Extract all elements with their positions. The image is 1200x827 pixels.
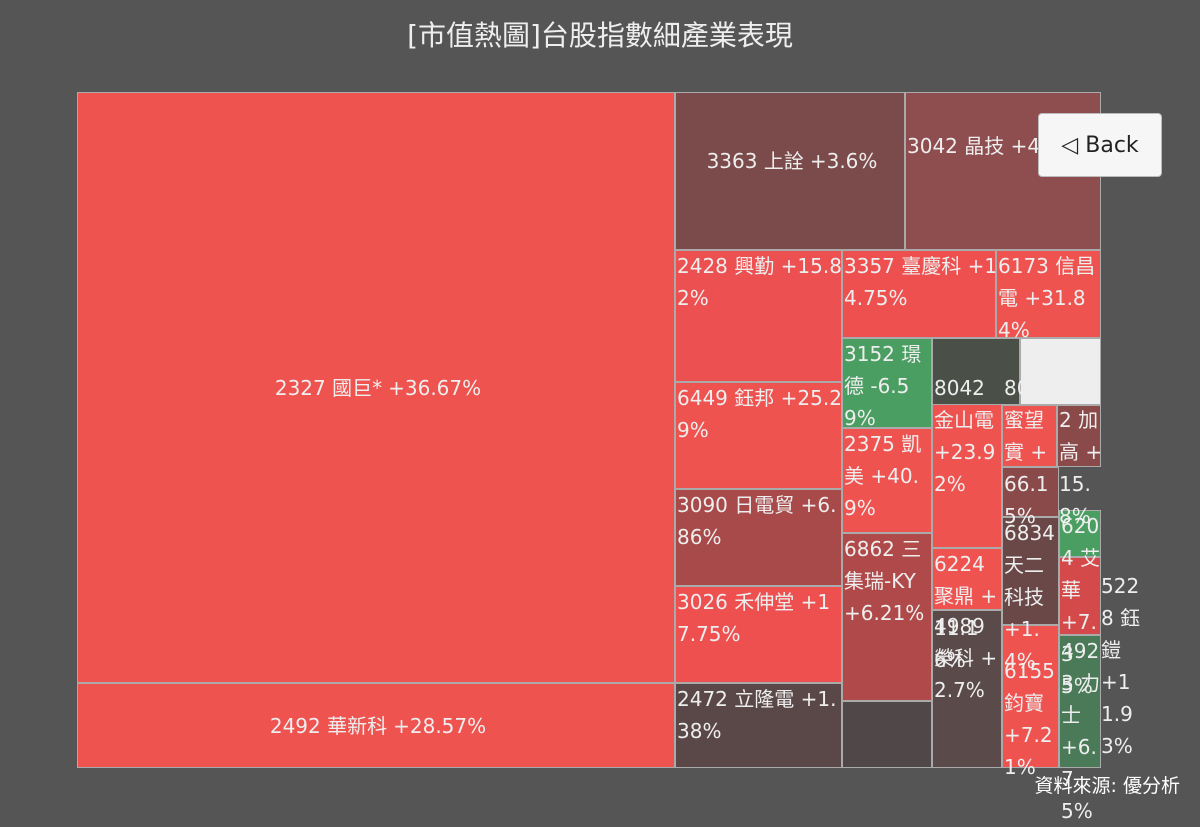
tile-bg — [842, 701, 932, 768]
tile-change: +1.4% — [1004, 617, 1040, 673]
tile-bg — [1020, 338, 1101, 405]
tile-label: 6449 鈺邦 +25.29% — [675, 382, 844, 446]
tile-change: +66.15% — [1004, 440, 1049, 528]
tile-change: +25.29% — [677, 386, 842, 442]
tile-name: 2492 華新科 — [269, 713, 388, 738]
tile-label: 4923 力士 +6.75% — [1059, 635, 1103, 827]
tile — [932, 610, 1002, 768]
tile — [1059, 510, 1101, 557]
tile — [1059, 557, 1101, 635]
tile-label: 5228 鈺鎧 +11.93% — [1099, 570, 1143, 762]
tile-label: 8042 金山電 +23.92% — [932, 372, 1004, 500]
tile-label: 8043 蜜望實 +66.15% — [1002, 372, 1059, 532]
tile-change: +1.38% — [677, 687, 837, 743]
tile-change: +15.8% — [1059, 440, 1103, 528]
tile-change: +14.75% — [844, 254, 998, 310]
tile-bg — [932, 338, 1020, 405]
tile-name: 3363 上詮 — [706, 149, 804, 173]
tile-label: 6224 聚鼎 +11.16% — [932, 548, 1004, 676]
tile-change: +17.75% — [677, 590, 831, 646]
tile-change: +40.9% — [844, 464, 919, 520]
tile-name: 2327 國巨* — [274, 375, 383, 400]
tile-name: 6862 三集瑞-KY — [844, 537, 922, 593]
tile — [77, 683, 675, 768]
tile-label: 3357 臺慶科 +14.75% — [842, 250, 998, 314]
tile-label: 2492 華新科 +28.57% — [77, 683, 677, 768]
tile-name: 2375 凱美 — [844, 432, 922, 488]
tile — [675, 92, 905, 250]
tile-change: +11.93% — [1101, 670, 1133, 758]
tile — [77, 92, 675, 683]
tile-change: -6.59% — [844, 374, 910, 430]
tile — [675, 586, 842, 683]
tile-name: 2428 興勤 — [677, 254, 775, 278]
tile-name: 6155 鈞寶 — [1004, 659, 1055, 715]
page: [市值熱圖]台股指數細產業表現 2327 國巨* +36.67% 2492 華新科… — [77, 19, 1180, 823]
tile-label: 3090 日電貿 +6.86% — [675, 489, 844, 553]
tile-name: 3357 臺慶科 — [844, 254, 962, 278]
tile-name: 5228 鈺鎧 — [1101, 574, 1141, 662]
tile — [996, 250, 1101, 338]
tile — [675, 250, 842, 382]
tile-name: 2472 立隆電 — [677, 687, 795, 711]
tile — [1002, 625, 1059, 768]
tile — [842, 533, 932, 701]
tile-change: +36.67% — [388, 375, 482, 400]
tile-name: 4989 榮科 — [934, 614, 985, 670]
chart-title: [市值熱圖]台股指數細產業表現 — [407, 19, 793, 52]
tile-label: 3363 上詮 +3.6% — [675, 145, 907, 177]
tile-change: +28.57% — [393, 713, 487, 738]
tile-label: 6862 三集瑞-KY +6.21% — [842, 533, 934, 629]
tile — [1002, 405, 1057, 467]
tile-label: 6155 鈞寶 +7.21% — [1002, 655, 1061, 783]
tile — [675, 683, 842, 768]
tile-label: 2375 凱美 +40.9% — [842, 428, 934, 524]
tile-change: +15.82% — [677, 254, 842, 310]
tile-name: 3026 禾伸堂 — [677, 590, 795, 614]
tile-name: 3042 晶技 — [907, 134, 1005, 158]
tile — [1057, 405, 1101, 467]
tile-name: 3090 日電貿 — [677, 493, 795, 517]
tile-change: +7.21% — [1004, 723, 1053, 779]
tile-label: 3152 璟德 -6.59% — [842, 338, 934, 434]
tile-name: 6449 鈺邦 — [677, 386, 775, 410]
tile-bg — [1002, 467, 1059, 517]
tile — [842, 250, 996, 338]
tile-label: 6834 天二科技 +1.4% — [1002, 517, 1061, 677]
tile-change: +6.21% — [844, 601, 925, 625]
tile-label: 2428 興勤 +15.82% — [675, 250, 844, 314]
tile-change: +6.86% — [677, 493, 837, 549]
source-note: 資料來源: 優分析 — [1034, 775, 1180, 797]
tile — [842, 338, 932, 428]
tile — [932, 548, 1002, 610]
tile — [842, 428, 932, 533]
tile — [675, 382, 842, 489]
tile — [1059, 635, 1101, 768]
tile-name: 8182 加高 — [1059, 376, 1099, 464]
back-button[interactable]: ◁ Back — [1038, 113, 1162, 177]
tile-change: +3.6% — [809, 149, 878, 173]
tile — [675, 489, 842, 586]
tile-label: 6204 艾華 +7.35% — [1059, 510, 1103, 702]
tile-name: 6224 聚鼎 — [934, 552, 985, 608]
tile-label: 6173 信昌電 +31.84% — [996, 250, 1103, 346]
tile-label: 3026 禾伸堂 +17.75% — [675, 586, 844, 650]
tile-name: 6173 信昌電 — [998, 254, 1096, 310]
tile-change: +31.84% — [998, 286, 1086, 342]
tile-name: 8043 蜜望實 — [1004, 376, 1055, 464]
tile-label: 4989 榮科 +2.7% — [932, 610, 1004, 706]
tile-change: +2.7% — [934, 646, 998, 702]
tile-change: +7.35% — [1061, 610, 1097, 698]
tile-change: +11.16% — [934, 584, 998, 672]
tile-name: 4923 力士 — [1061, 639, 1101, 727]
tile-label: 8182 加高 +15.8% — [1057, 372, 1103, 532]
tile — [1002, 517, 1059, 625]
tile-name: 8042 金山電 — [934, 376, 994, 432]
tile-change: +23.92% — [934, 440, 996, 496]
tile-name: 6834 天二科技 — [1004, 521, 1055, 609]
tile-name: 3152 璟德 — [844, 342, 922, 398]
tile-label: 2327 國巨* +36.67% — [77, 92, 677, 683]
tile-label: 2472 立隆電 +1.38% — [675, 683, 844, 747]
tile-name: 6204 艾華 — [1061, 514, 1101, 602]
